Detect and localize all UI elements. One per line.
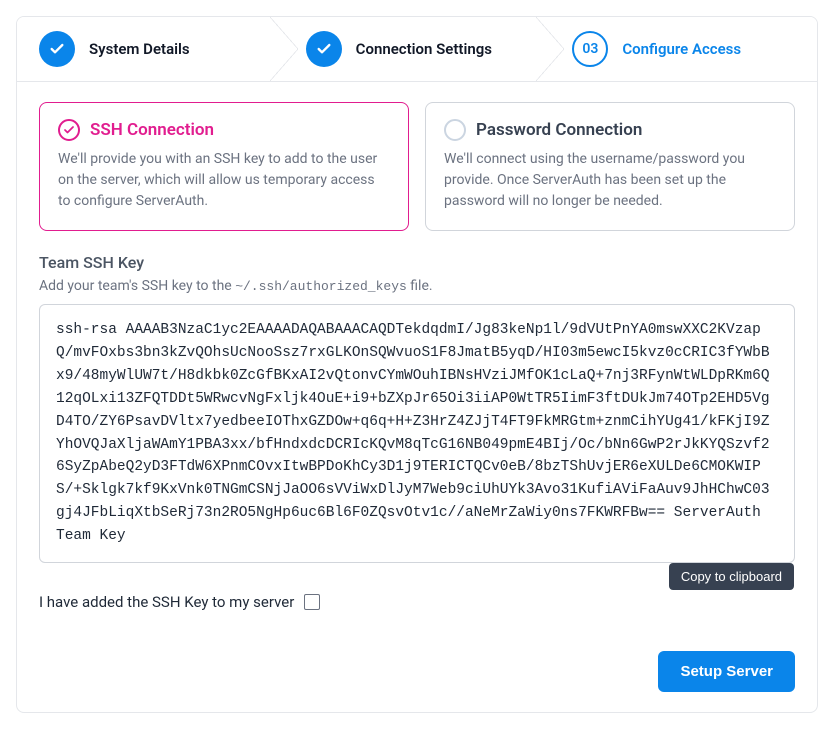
confirm-label: I have added the SSH Key to my server [39, 593, 294, 611]
step-label: Configure Access [622, 40, 741, 58]
radio-unselected-icon [444, 119, 466, 141]
radio-selected-icon [58, 119, 80, 141]
ssh-key-sub-prefix: Add your team's SSH key to the [39, 278, 235, 294]
copy-to-clipboard-button[interactable]: Copy to clipboard [669, 563, 794, 590]
connection-options: SSH Connection We'll provide you with an… [39, 102, 795, 231]
step-indicator: System Details Connection Settings 03 Co… [17, 17, 817, 82]
ssh-connection-option[interactable]: SSH Connection We'll provide you with an… [39, 102, 409, 231]
confirm-row: I have added the SSH Key to my server [39, 593, 795, 611]
wizard-container: System Details Connection Settings 03 Co… [16, 16, 818, 713]
step-label: System Details [89, 40, 190, 58]
check-icon [39, 31, 75, 67]
connection-description: We'll connect using the username/passwor… [444, 149, 776, 212]
step-system-details[interactable]: System Details [17, 17, 284, 81]
connection-title: Password Connection [476, 120, 642, 140]
confirm-checkbox[interactable] [304, 594, 320, 610]
ssh-key-box: ssh-rsa AAAAB3NzaC1yc2EAAAADAQABAAACAQDT… [39, 304, 795, 563]
connection-title: SSH Connection [90, 120, 214, 140]
wizard-footer: Setup Server [17, 633, 817, 712]
ssh-key-text[interactable]: ssh-rsa AAAAB3NzaC1yc2EAAAADAQABAAACAQDT… [56, 319, 778, 548]
ssh-key-path: ~/.ssh/authorized_keys [235, 279, 407, 294]
step-label: Connection Settings [356, 40, 492, 58]
setup-server-button[interactable]: Setup Server [658, 651, 795, 692]
check-icon [306, 31, 342, 67]
step-number: 03 [572, 31, 608, 67]
step-configure-access[interactable]: 03 Configure Access [550, 17, 817, 81]
ssh-key-sub-suffix: file. [407, 278, 433, 294]
password-connection-option[interactable]: Password Connection We'll connect using … [425, 102, 795, 231]
wizard-content: SSH Connection We'll provide you with an… [17, 82, 817, 633]
connection-description: We'll provide you with an SSH key to add… [58, 149, 390, 212]
ssh-key-title: Team SSH Key [39, 253, 795, 272]
step-connection-settings[interactable]: Connection Settings [284, 17, 551, 81]
ssh-key-subtitle: Add your team's SSH key to the ~/.ssh/au… [39, 278, 795, 294]
